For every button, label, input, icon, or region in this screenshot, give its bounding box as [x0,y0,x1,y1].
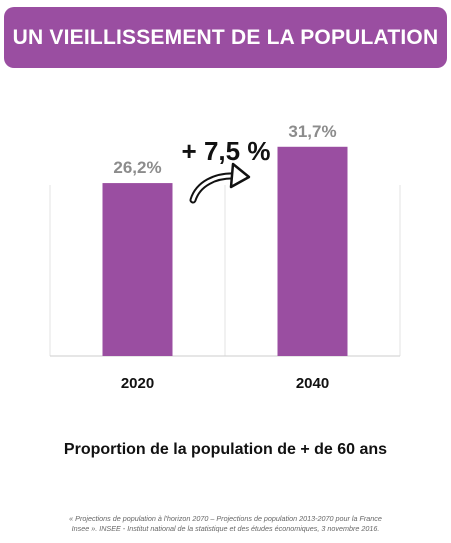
data-label: 31,7% [288,122,336,141]
source-line-2: Insee ». INSEE - Institut national de la… [71,524,380,533]
growth-annotation: + 7,5 % [181,136,271,166]
x-tick-label: 2040 [296,375,329,392]
curved-arrow-right-icon [189,162,251,204]
chart-caption: Proportion de la population de + de 60 a… [63,441,388,458]
x-tick-label: 2020 [121,375,154,392]
source-citation: « Projections de population à l'horizon … [20,514,431,534]
title-banner: UN VIEILLISSEMENT DE LA POPULATION [4,7,447,68]
bar-2020 [102,183,173,356]
page-title: UN VIEILLISSEMENT DE LA POPULATION [12,25,439,49]
plot-area: 26,2% 2020 31,7% 2040 [49,122,401,392]
bar-2040 [277,146,348,356]
source-line-1: « Projections de population à l'horizon … [69,514,382,523]
data-label: 26,2% [113,158,161,177]
